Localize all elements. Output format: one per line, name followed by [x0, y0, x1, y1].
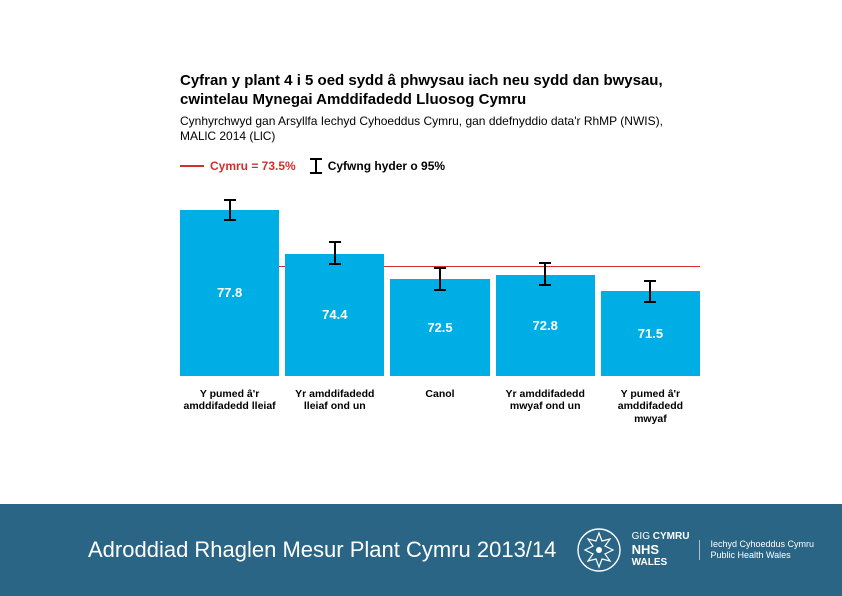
bar-rect: 74.4 — [285, 254, 384, 376]
chart-title: Cyfran y plant 4 i 5 oed sydd â phwysau … — [180, 72, 700, 110]
x-axis-labels: Y pumed â'r amddifadedd lleiafYr amddifa… — [180, 382, 700, 432]
bar-rect: 72.5 — [390, 279, 489, 376]
bar-value-label: 74.4 — [322, 307, 347, 322]
bar: 77.8 — [180, 210, 279, 376]
bar-rect: 77.8 — [180, 210, 279, 376]
logo-brand-block: GIG CYMRU NHS WALES — [632, 532, 690, 569]
bar: 74.4 — [285, 254, 384, 376]
legend-reference: Cymru = 73.5% — [180, 159, 296, 173]
bar: 72.8 — [496, 275, 595, 376]
bar-value-label: 77.8 — [217, 285, 242, 300]
x-axis-label: Yr amddifadedd mwyaf ond un — [496, 382, 595, 432]
bar: 71.5 — [601, 291, 700, 375]
logo-org-cy: Iechyd Cyhoeddus Cymru — [710, 540, 814, 550]
bars-group: 77.8 74.4 72.5 72.8 71.5 — [180, 182, 700, 376]
legend-ci-label: Cyfwng hyder o 95% — [328, 159, 445, 173]
ci-whisker — [649, 281, 651, 302]
x-axis-label: Y pumed â'r amddifadedd lleiaf — [180, 382, 279, 432]
chart-subtitle: Cynhyrchwyd gan Arsyllfa Iechyd Cyhoeddu… — [180, 114, 700, 144]
bar-value-label: 72.8 — [533, 318, 558, 333]
bar-rect: 72.8 — [496, 275, 595, 376]
x-axis-label: Y pumed â'r amddifadedd mwyaf — [601, 382, 700, 432]
bar-value-label: 71.5 — [638, 326, 663, 341]
bar-rect: 71.5 — [601, 291, 700, 375]
chart-container: Cyfran y plant 4 i 5 oed sydd â phwysau … — [180, 72, 700, 402]
logo-wales: WALES — [632, 558, 690, 569]
x-axis-label: Canol — [390, 382, 489, 432]
bar-value-label: 72.5 — [427, 320, 452, 335]
logo-org-en: Public Health Wales — [710, 551, 814, 561]
bar: 72.5 — [390, 279, 489, 376]
footer-bar: Adroddiad Rhaglen Mesur Plant Cymru 2013… — [0, 504, 842, 596]
ci-whisker — [439, 268, 441, 290]
nhs-wales-seal-icon — [576, 527, 622, 573]
legend-reference-swatch — [180, 165, 204, 167]
legend-reference-label: Cymru = 73.5% — [210, 159, 296, 173]
footer-report-title: Adroddiad Rhaglen Mesur Plant Cymru 2013… — [88, 537, 556, 563]
chart-legend: Cymru = 73.5% Cyfwng hyder o 95% — [180, 158, 700, 174]
ci-whisker — [334, 242, 336, 264]
logo-gig-cymru: GIG CYMRU — [632, 532, 690, 543]
legend-ci-marker — [310, 158, 322, 174]
chart-plot: 77.874.472.572.871.5 Y pumed â'r amddifa… — [180, 182, 700, 402]
ci-whisker — [544, 263, 546, 285]
ci-whisker — [229, 200, 231, 221]
footer-logo: GIG CYMRU NHS WALES Iechyd Cyhoeddus Cym… — [576, 527, 814, 573]
legend-ci: Cyfwng hyder o 95% — [310, 158, 445, 174]
logo-org-block: Iechyd Cyhoeddus Cymru Public Health Wal… — [699, 540, 814, 561]
x-axis-label: Yr amddifadedd lleiaf ond un — [285, 382, 384, 432]
logo-nhs: NHS — [632, 543, 690, 557]
